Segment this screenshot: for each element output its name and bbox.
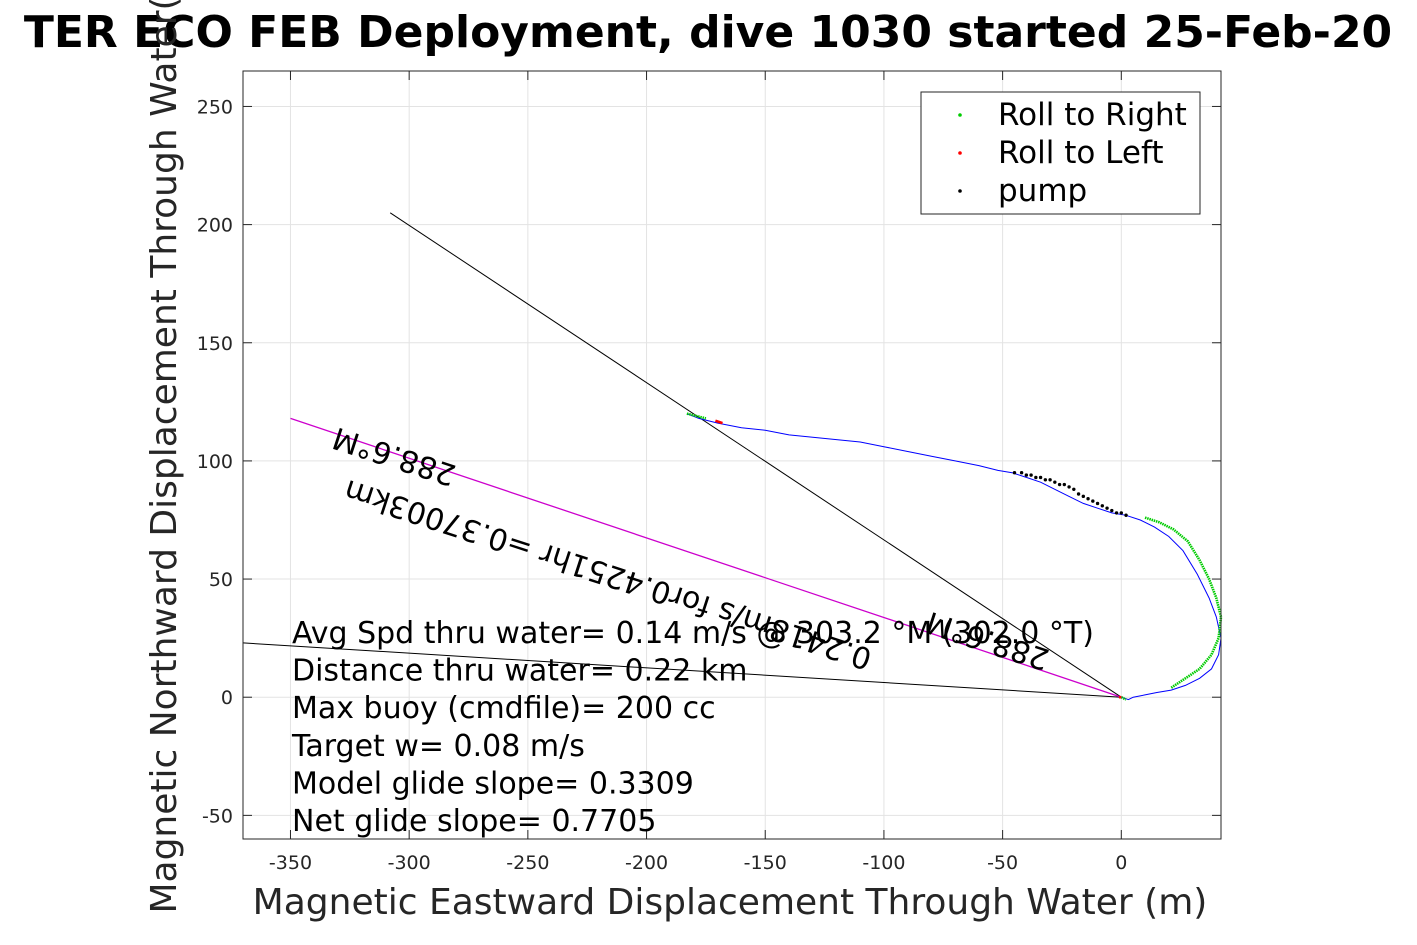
roll-right-segment: [1144, 516, 1223, 689]
ticks: -350 -300 -250 -200 -150 -100 -50 0 -50 0 50 100 150…: [197, 71, 1221, 874]
heading-line: [290, 417, 1122, 698]
legend-marker-roll-left: [958, 151, 962, 155]
roll-right-series: [686, 412, 1223, 701]
info-text: Avg Spd thru water= 0.14 m/s @ 303.2 °M …: [291, 616, 1094, 839]
pump-point: [1038, 475, 1043, 480]
legend-label-roll-left: Roll to Left: [998, 135, 1164, 171]
pump-point: [1057, 482, 1062, 487]
roll-right-segment: [1120, 696, 1127, 701]
legend-marker-roll-right: [958, 113, 962, 117]
track-series: [686, 413, 1222, 701]
legend-label-pump: pump: [998, 173, 1087, 209]
pump-series: [1012, 471, 1128, 517]
pump-point: [1076, 492, 1081, 496]
y-tick-label: -50: [202, 805, 233, 827]
y-axis-label: Magnetic Northward Displacement Through …: [144, 0, 185, 914]
pump-point: [1095, 501, 1100, 506]
heading-line-path: [290, 417, 1122, 698]
chart-title: TER ECO FEB Deployment, dive 1030 starte…: [24, 7, 1392, 58]
info-line: Distance thru water= 0.22 km: [292, 654, 747, 689]
pump-point: [1034, 475, 1038, 480]
pump-point: [1048, 478, 1052, 482]
reference-line: [389, 212, 1122, 698]
legend-box: [920, 91, 1201, 215]
pump-point: [1029, 473, 1033, 477]
x-tick-label: -250: [506, 852, 549, 874]
info-line: Max buoy (cmdfile)= 200 cc: [292, 691, 716, 726]
x-tick-label: -50: [987, 852, 1018, 874]
pump-point: [1119, 511, 1124, 515]
pump-point: [1024, 473, 1029, 477]
y-tick-label: 200: [197, 215, 233, 237]
roll-left-segment: [714, 419, 723, 425]
legend: Roll to Right Roll to Left pump: [920, 91, 1201, 215]
pump-point: [1067, 485, 1071, 489]
pump-point: [1062, 482, 1067, 487]
y-tick-label: 250: [197, 96, 233, 118]
pump-point: [1091, 499, 1095, 503]
x-axis-label: Magnetic Eastward Displacement Through W…: [253, 882, 1208, 923]
pump-point: [1081, 494, 1086, 499]
y-tick-label: 150: [197, 333, 233, 355]
pump-point: [1100, 504, 1105, 508]
pump-point: [1012, 471, 1017, 475]
info-line: Net glide slope= 0.7705: [292, 804, 656, 839]
legend-label-roll-right: Roll to Right: [998, 97, 1187, 133]
pump-point: [1043, 478, 1048, 482]
x-tick-label: -150: [744, 852, 787, 874]
pump-point: [1114, 511, 1119, 515]
y-tick-label: 0: [221, 687, 233, 709]
pump-point: [1053, 480, 1057, 484]
pump-point: [1124, 513, 1128, 517]
reference-lines: [242, 212, 1122, 698]
roll-right-segment: [686, 412, 707, 420]
y-tick-label: 100: [197, 451, 233, 473]
pump-point: [1110, 508, 1114, 513]
pump-point: [1086, 497, 1090, 501]
x-tick-label: 0: [1115, 852, 1127, 874]
pump-point: [1105, 506, 1109, 510]
x-tick-label: -200: [625, 852, 668, 874]
x-tick-label: -300: [388, 852, 431, 874]
legend-marker-pump: [958, 189, 962, 193]
track-line: [686, 413, 1222, 701]
x-tick-label: -350: [269, 852, 312, 874]
info-line: Avg Spd thru water= 0.14 m/s @ 303.2 °M …: [292, 616, 1094, 651]
info-line: Model glide slope= 0.3309: [292, 766, 694, 801]
pump-point: [1019, 471, 1024, 475]
x-tick-label: -100: [862, 852, 905, 874]
pump-point: [1072, 487, 1076, 491]
info-line: Target w= 0.08 m/s: [291, 729, 585, 764]
reference-line: [242, 642, 1122, 698]
y-tick-label: 50: [209, 569, 233, 591]
roll-left-series: [714, 419, 1122, 699]
plot-frame: [242, 70, 1222, 840]
